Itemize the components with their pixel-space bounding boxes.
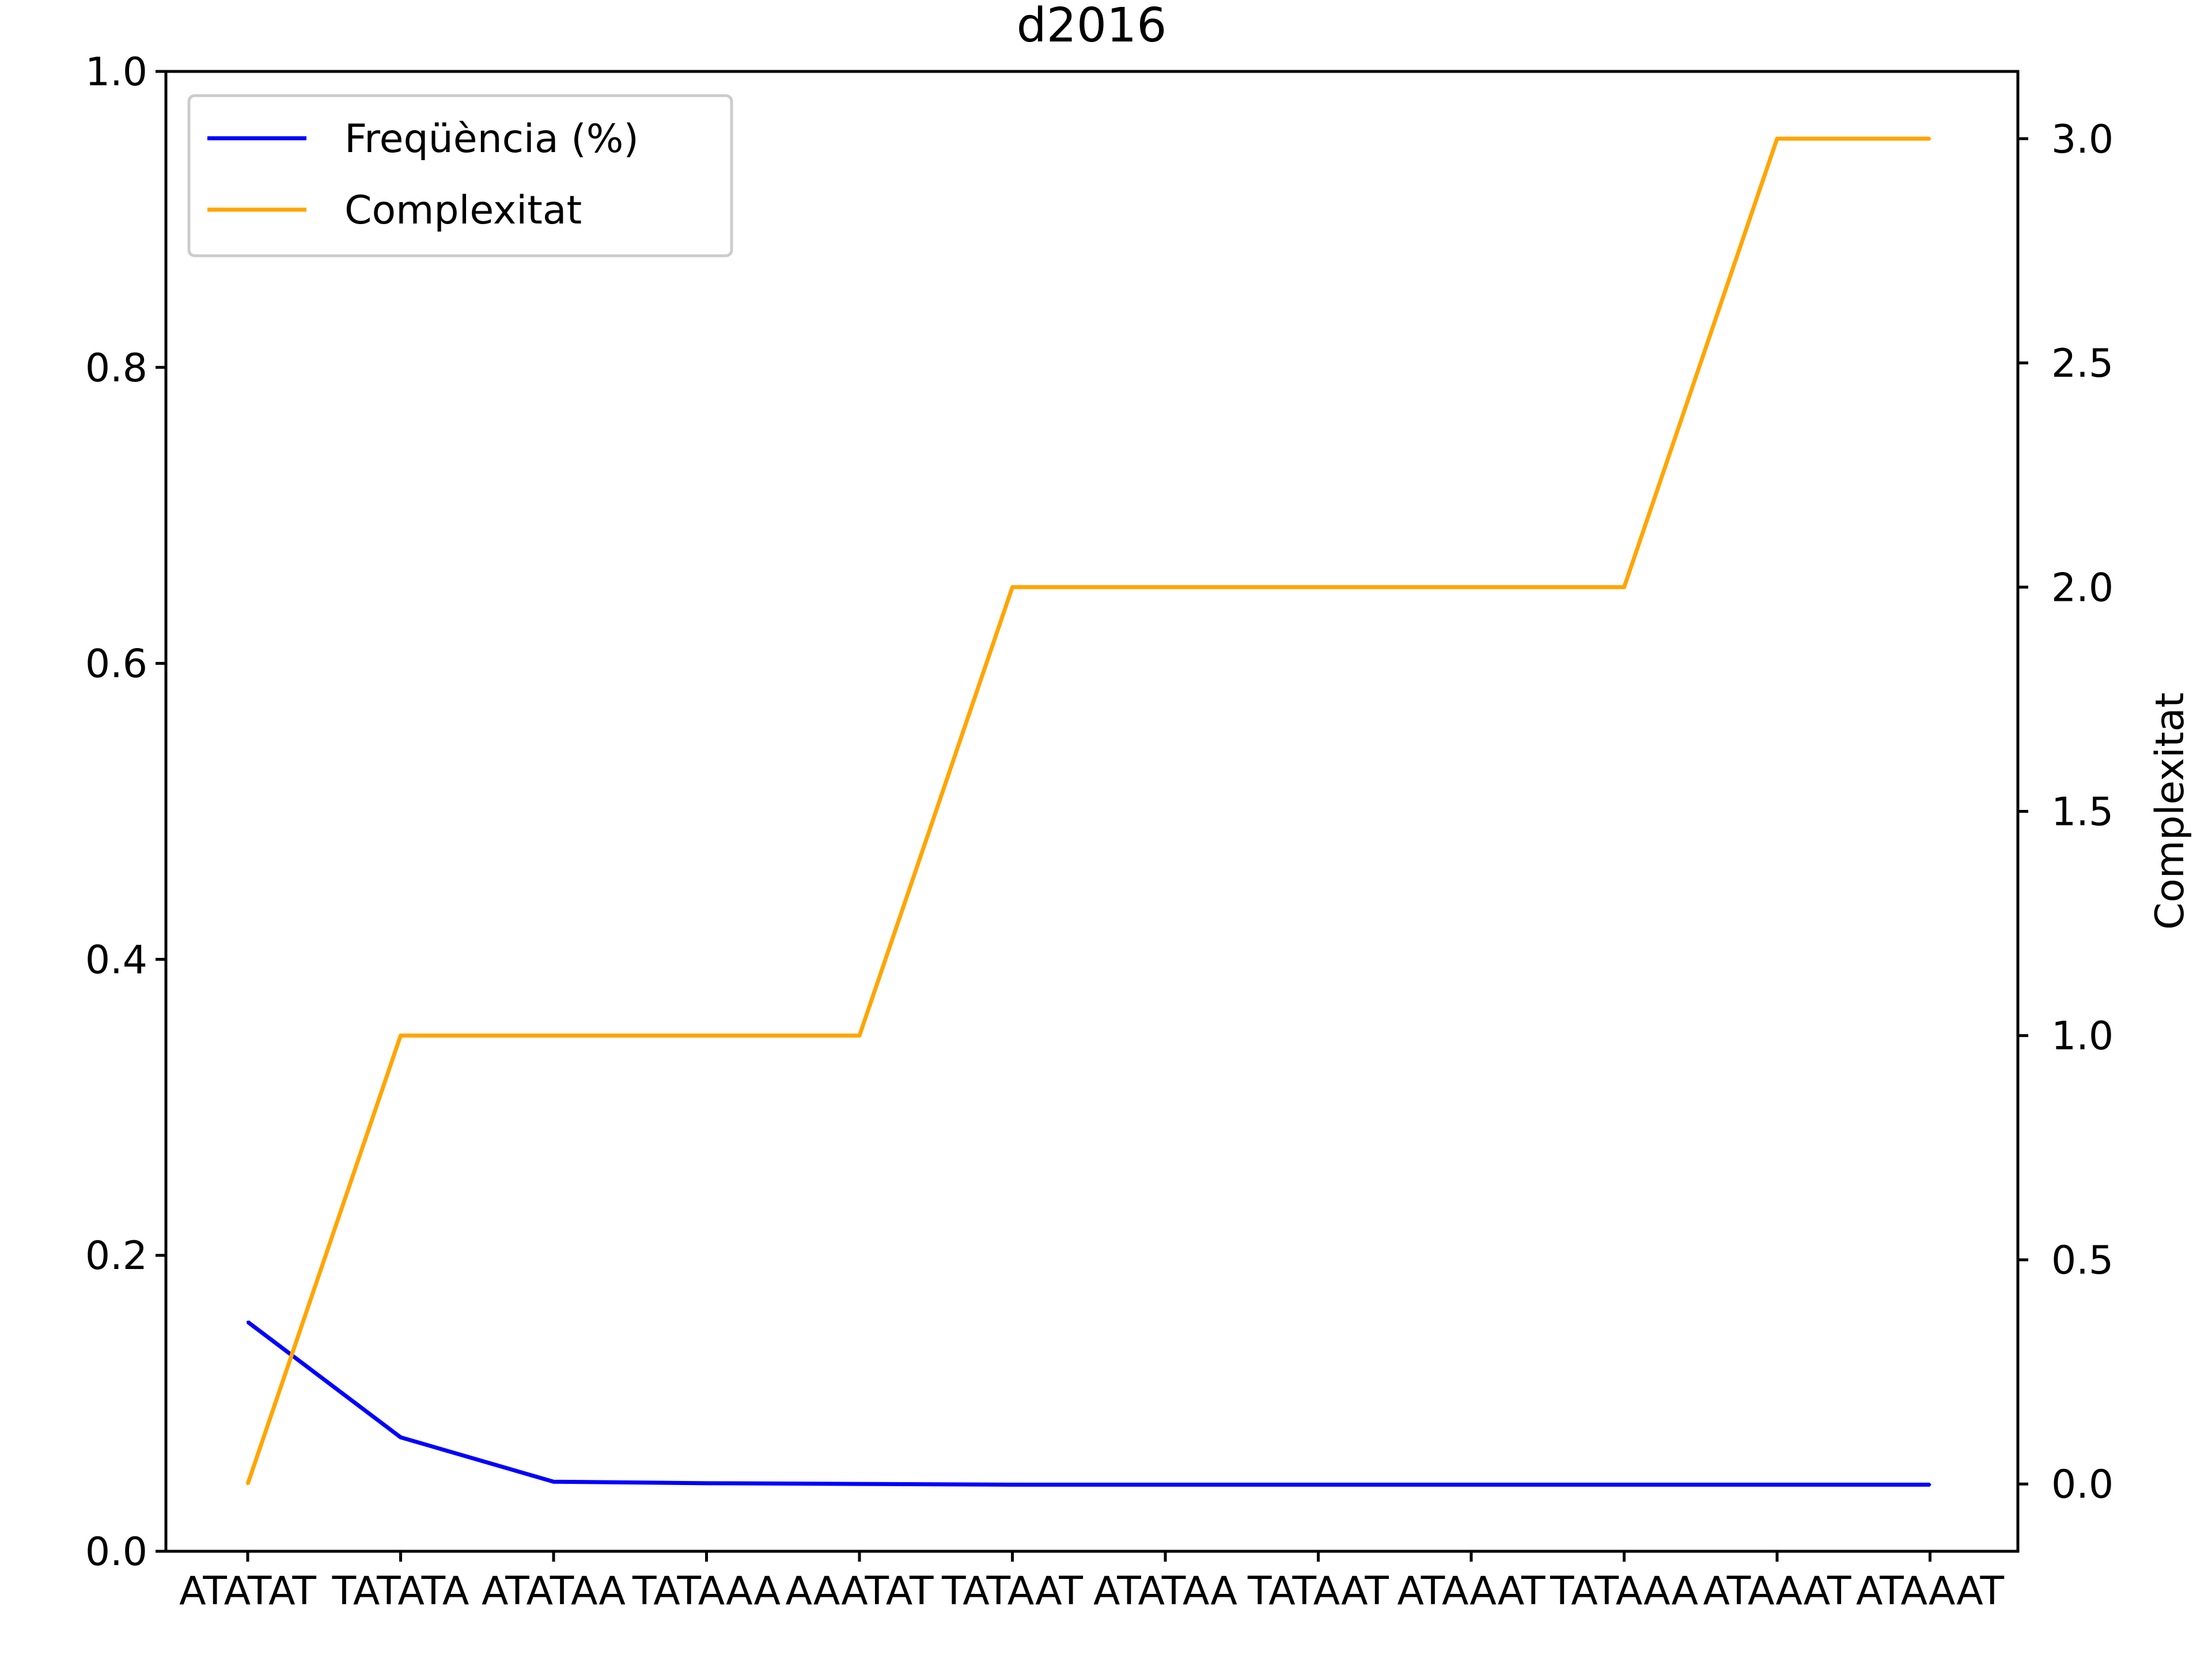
left-y-axis: 0.0 0.2 0.4 0.6 0.8 1.0 (85, 50, 166, 1575)
legend-box (187, 94, 733, 257)
right-y-tick-label: 1.5 (2051, 790, 2113, 835)
data-point-complexitat (1929, 137, 1931, 140)
right-y-tick-label: 3.0 (2051, 117, 2113, 162)
data-point-frequencia (1929, 1483, 1931, 1486)
data-point-complexitat (1776, 137, 1778, 140)
data-point-frequencia (1011, 1483, 1014, 1486)
right-axis-label: Complexitat (2147, 692, 2193, 930)
data-point-frequencia (552, 1480, 555, 1483)
data-point-complexitat (552, 1034, 555, 1037)
data-point-complexitat (399, 1034, 402, 1037)
data-point-frequencia (1164, 1483, 1166, 1486)
x-tick-label: TATAAA (1550, 1569, 1698, 1614)
left-y-tick-label: 0.6 (85, 642, 147, 687)
left-y-tick-label: 0.2 (85, 1233, 147, 1279)
right-y-tick-label: 2.5 (2051, 341, 2113, 387)
left-y-tick-label: 0.8 (85, 346, 147, 391)
x-axis: ATATAT TATATA ATATAA TATAAA AAATAT TATAAT ATAT… (179, 1551, 2005, 1614)
x-tick-label: ATATAT (179, 1569, 316, 1614)
chart-title: d2016 (1017, 0, 1167, 53)
legend: Freqüència (%) Complexitat (187, 94, 733, 257)
data-point-complexitat (1470, 586, 1472, 589)
left-y-tick-label: 1.0 (85, 50, 147, 95)
data-point-frequencia (1623, 1483, 1626, 1486)
data-point-frequencia (1470, 1483, 1472, 1486)
x-tick-label: TATAAA (632, 1569, 781, 1614)
right-y-tick-label: 0.5 (2051, 1238, 2113, 1283)
data-point-complexitat (858, 1034, 861, 1037)
legend-label-complexitat: Complexitat (344, 188, 582, 233)
right-y-tick-label: 0.0 (2051, 1462, 2113, 1508)
data-point-frequencia (247, 1320, 249, 1323)
series-layer (245, 137, 1931, 1487)
data-point-complexitat (705, 1034, 708, 1037)
data-point-complexitat (1623, 586, 1626, 589)
x-tick-label: TATATA (332, 1569, 469, 1614)
right-y-tick-label: 1.0 (2051, 1014, 2113, 1059)
x-tick-label: AAATAT (785, 1569, 934, 1614)
data-point-complexitat (247, 1483, 249, 1486)
data-point-complexitat (1317, 586, 1320, 589)
x-tick-label: TATAAT (941, 1569, 1083, 1614)
data-point-frequencia (705, 1482, 708, 1484)
x-tick-label: TATAAT (1247, 1569, 1389, 1614)
x-tick-label: ATATAA (1093, 1569, 1237, 1614)
data-point-frequencia (858, 1483, 861, 1486)
x-tick-label: ATAAAT (1397, 1569, 1546, 1614)
data-point-frequencia (1317, 1483, 1320, 1486)
data-point-frequencia (1776, 1483, 1778, 1486)
right-y-tick-label: 2.0 (2051, 565, 2113, 611)
data-point-complexitat (1011, 586, 1014, 589)
series-line-complexitat (245, 137, 1930, 1485)
x-tick-label: ATATAA (482, 1569, 626, 1614)
data-point-frequencia (399, 1436, 402, 1439)
right-y-axis: 0.0 0.5 1.0 1.5 2.0 2.5 3.0 (2018, 117, 2113, 1508)
x-tick-label: ATAAAT (1856, 1569, 2005, 1614)
series-line-frequencia (246, 1320, 1930, 1487)
x-tick-label: ATAAAT (1703, 1569, 1851, 1614)
data-point-complexitat (1164, 586, 1166, 589)
left-y-tick-label: 0.0 (85, 1529, 147, 1575)
left-y-tick-label: 0.4 (85, 937, 147, 983)
legend-label-frequencia: Freqüència (%) (344, 116, 639, 162)
